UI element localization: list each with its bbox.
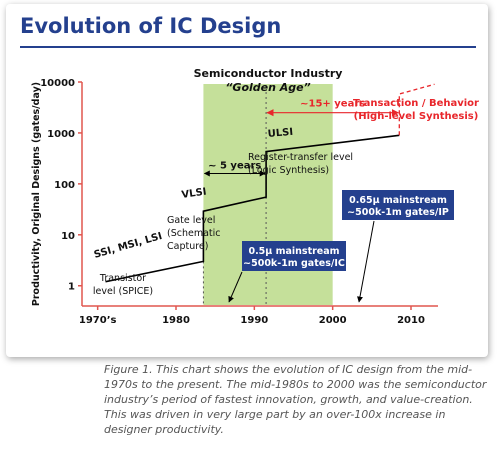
chart-title: Evolution of IC Design [20,14,282,38]
milestone-box-ic [242,241,346,271]
golden-age-label: Semiconductor Industry [194,67,343,80]
x-tick-label: 2000 [319,315,347,326]
y-tick-label: 100 [54,180,75,191]
x-tick-label: 1990 [240,315,268,326]
x-tick-label: 1980 [162,315,190,326]
era-label-vlsi: VLSI [181,187,207,201]
span-label: ~ 5 years [208,160,261,171]
golden-age-sublabel: “Golden Age” [225,81,310,94]
figure-caption: Figure 1. This chart shows the evolution… [104,363,487,436]
era-desc-gate: (Schematic [167,228,221,239]
era-desc-gate: Capture) [167,241,208,252]
figure-card: Evolution of IC Design Semiconductor Ind… [6,4,488,357]
x-tick-label: 2010 [397,315,425,326]
projection-label: Transaction / Behavior [353,98,479,109]
chart-plot: Semiconductor Industry “Golden Age” 1101… [31,67,479,326]
era-label-ssi: SSI, MSI, LSI [93,231,164,261]
era-desc-gate: Gate level [167,215,215,226]
milestone-arrow [228,271,243,303]
y-tick-label: 10 [61,231,75,242]
milestone-arrow [357,220,375,303]
era-desc-transistor: level (SPICE) [93,286,153,297]
y-tick-label: 1000 [47,129,75,140]
y-tick-label: 10000 [40,78,75,89]
era-label-ulsi: ULSI [267,127,293,140]
milestone-line: ~500k-1m gates/IP [347,207,449,218]
x-tick-label: 1970’s [79,315,117,326]
y-axis-label: Productivity, Original Designs (gates/da… [31,82,42,306]
milestone-line: ~500k-1m gates/IC [243,258,345,269]
projection-label: (High-level Synthesis) [354,111,479,122]
milestone-line: 0.5μ mainstream [248,246,339,257]
title-rule [20,46,476,48]
era-desc-transistor: Transistor [99,273,146,284]
productivity-series-line [105,134,400,283]
y-tick-label: 1 [68,282,75,293]
era-desc-rtl: Register-transfer level [248,152,353,163]
era-desc-rtl: (Logic Synthesis) [248,165,329,176]
x-ticks: 1970’s 1980 1990 2000 2010 [79,306,425,326]
milestone-line: 0.65μ mainstream [349,195,447,206]
golden-age-band [203,84,333,305]
span-label: ~15+ years [300,99,365,110]
projection-line [398,83,435,136]
y-ticks: 1 10 100 1000 10000 [40,78,82,293]
milestone-box-ip [342,190,454,220]
